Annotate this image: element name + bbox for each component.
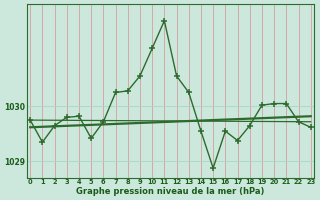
X-axis label: Graphe pression niveau de la mer (hPa): Graphe pression niveau de la mer (hPa) <box>76 187 265 196</box>
